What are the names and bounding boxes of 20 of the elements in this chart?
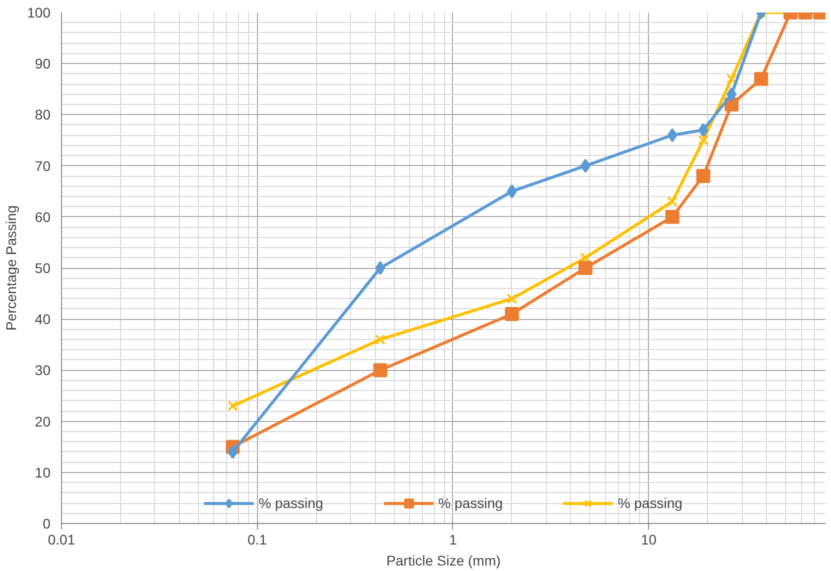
y-tick-label: 50 xyxy=(34,260,51,276)
y-tick-label: 30 xyxy=(34,362,51,378)
y-tick-label: 10 xyxy=(34,464,51,480)
legend-label: % passing xyxy=(258,495,324,511)
legend-label: % passing xyxy=(618,495,682,511)
x-axis-title: Particle Size (mm) xyxy=(386,552,501,568)
x-tick-label: 0.01 xyxy=(48,532,76,548)
y-tick-label: 80 xyxy=(34,106,51,123)
y-tick-label: 90 xyxy=(34,56,51,72)
x-tick-label: 0.1 xyxy=(248,532,268,548)
y-tick-label: 20 xyxy=(34,413,51,430)
legend-label: % passing xyxy=(438,495,503,511)
x-tick-label: 1 xyxy=(449,532,458,548)
y-tick-label: 40 xyxy=(34,311,51,328)
y-tick-label: 100 xyxy=(27,4,51,20)
x-tick-label: 10 xyxy=(640,532,657,548)
y-tick-label: 70 xyxy=(34,158,51,174)
y-axis-title: Percentage Passing xyxy=(3,205,20,331)
y-tick-label: 0 xyxy=(42,516,51,532)
y-tick-label: 60 xyxy=(34,208,51,225)
